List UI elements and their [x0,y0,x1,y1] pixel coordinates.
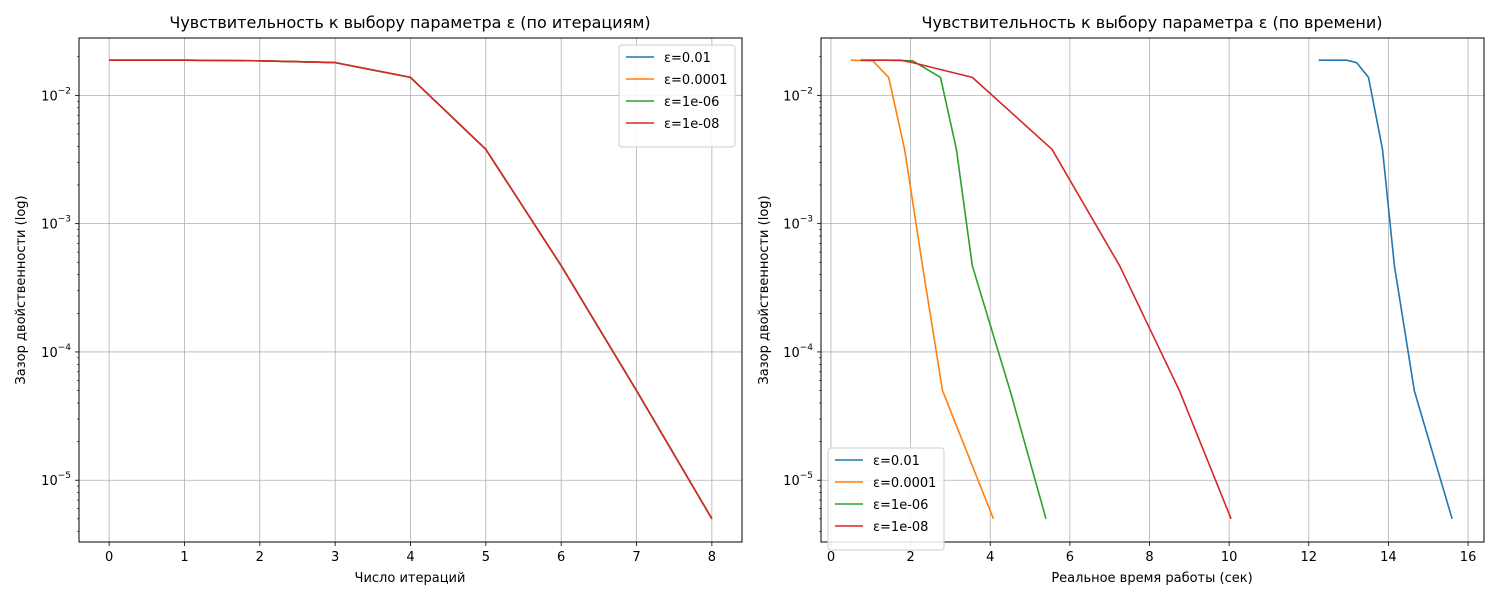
x-ticks: 0 1 2 3 4 5 6 7 8 [105,542,716,565]
legend-box [827,447,945,551]
x-tick-label: 8 [1145,550,1153,565]
legend-label: ε=0.01 [873,454,920,469]
chart-title: Чувствительность к выбору параметра ε (п… [922,13,1383,32]
x-tick-label: 16 [1460,550,1477,565]
legend-label: ε=1e-08 [664,117,719,132]
x-tick-label: 8 [708,550,716,565]
legend: ε=0.01 ε=0.0001 ε=1e-06 ε=1e-08 [827,447,945,551]
legend-item: ε=0.01 [835,454,920,469]
y-ticks: 10−5 10−4 10−3 10−2 [783,56,821,532]
x-axis-label: Число итераций [355,571,466,586]
legend-label: ε=1e-06 [664,95,719,110]
y-axis-label: Зазор двойственности (log) [757,195,772,384]
legend-label: ε=1e-06 [873,498,928,513]
legend-item: ε=1e-06 [626,95,719,110]
legend-box [618,44,736,148]
legend-label: ε=0.0001 [873,476,936,491]
y-axis-label: Зазор двойственности (log) [14,195,29,384]
chart-iterations: Чувствительность к выбору параметра ε (п… [14,13,743,586]
y-tick-label: 10−4 [41,343,71,361]
x-tick-label: 3 [331,550,339,565]
chart-time: Чувствительность к выбору параметра ε (п… [757,13,1485,586]
y-ticks: 10−5 10−4 10−3 10−2 [41,56,79,532]
x-tick-label: 6 [557,550,565,565]
series-group [850,59,1453,520]
x-tick-label: 0 [827,550,835,565]
y-tick-label: 10−2 [41,86,71,104]
legend: ε=0.01 ε=0.0001 ε=1e-06 ε=1e-08 [618,44,736,148]
x-tick-label: 1 [180,550,188,565]
y-tick-label: 10−2 [783,86,813,104]
y-tick-label: 10−3 [41,215,71,233]
x-tick-label: 12 [1301,550,1318,565]
y-tick-label: 10−5 [41,471,71,489]
legend-label: ε=1e-08 [873,520,928,535]
legend-item: ε=0.0001 [626,73,727,88]
series-line-4 [860,59,1232,520]
y-tick-label: 10−5 [783,471,813,489]
series-line-1 [1318,59,1453,520]
legend-item: ε=1e-08 [626,117,719,132]
y-tick-label: 10−3 [783,215,813,233]
x-tick-label: 6 [1066,550,1074,565]
legend-label: ε=0.0001 [664,73,727,88]
x-tick-label: 5 [482,550,490,565]
grid [79,38,742,542]
x-tick-label: 4 [986,550,994,565]
x-axis-label: Реальное время работы (сек) [1051,571,1252,586]
x-tick-label: 2 [906,550,914,565]
x-tick-label: 0 [105,550,113,565]
legend-item: ε=1e-08 [835,520,928,535]
series-line-4 [109,59,713,520]
legend-item: ε=0.01 [626,51,711,66]
legend-item: ε=1e-06 [835,498,928,513]
x-tick-label: 4 [406,550,414,565]
legend-label: ε=0.01 [664,51,711,66]
x-tick-label: 7 [632,550,640,565]
chart-title: Чувствительность к выбору параметра ε (п… [169,13,650,32]
x-tick-label: 10 [1221,550,1238,565]
x-ticks: 0 2 4 6 8 10 12 14 16 [827,542,1477,565]
axes-frame [820,37,1485,543]
series-group [109,59,713,520]
legend-item: ε=0.0001 [835,476,936,491]
x-tick-label: 14 [1380,550,1397,565]
x-tick-label: 2 [256,550,264,565]
y-tick-label: 10−4 [783,343,813,361]
